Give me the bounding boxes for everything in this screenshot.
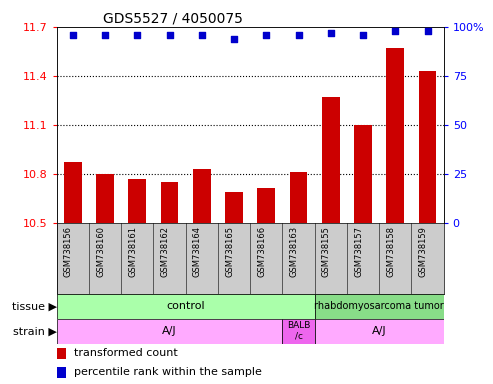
Text: percentile rank within the sample: percentile rank within the sample: [74, 367, 262, 377]
Text: transformed count: transformed count: [74, 348, 177, 358]
Point: [327, 30, 335, 36]
Bar: [57, 348, 66, 359]
Bar: [129, 179, 146, 223]
Bar: [57, 367, 66, 378]
Bar: [354, 125, 372, 223]
Point: [295, 31, 303, 38]
Bar: [315, 294, 444, 319]
Bar: [315, 319, 444, 344]
Bar: [161, 182, 178, 223]
Bar: [193, 169, 211, 223]
Text: GSM738156: GSM738156: [64, 226, 73, 277]
Text: GSM738162: GSM738162: [161, 226, 170, 277]
Text: GSM738159: GSM738159: [419, 226, 427, 277]
Point: [359, 31, 367, 38]
Text: GSM738155: GSM738155: [322, 226, 331, 277]
Text: control: control: [166, 301, 205, 311]
Text: A/J: A/J: [372, 326, 387, 336]
Text: GSM738160: GSM738160: [96, 226, 105, 277]
Point: [69, 31, 77, 38]
Point: [391, 28, 399, 34]
Text: BALB
/c: BALB /c: [287, 321, 310, 341]
Point: [230, 36, 238, 42]
Point: [198, 31, 206, 38]
Bar: [387, 48, 404, 223]
Text: GSM738157: GSM738157: [354, 226, 363, 277]
Bar: [290, 172, 308, 223]
Bar: [419, 71, 436, 223]
Bar: [322, 97, 340, 223]
Text: strain ▶: strain ▶: [13, 326, 57, 336]
Text: A/J: A/J: [162, 326, 177, 336]
Bar: [64, 162, 82, 223]
Bar: [282, 319, 315, 344]
Point: [423, 28, 431, 34]
Text: GSM738158: GSM738158: [387, 226, 395, 277]
Bar: [57, 294, 315, 319]
Text: GSM738164: GSM738164: [193, 226, 202, 277]
Text: GSM738165: GSM738165: [225, 226, 234, 277]
Point: [134, 31, 141, 38]
Bar: [96, 174, 114, 223]
Bar: [57, 319, 282, 344]
Point: [166, 31, 174, 38]
Point: [262, 31, 270, 38]
Text: GSM738163: GSM738163: [289, 226, 299, 277]
Text: GSM738161: GSM738161: [128, 226, 138, 277]
Text: rhabdomyosarcoma tumor: rhabdomyosarcoma tumor: [315, 301, 444, 311]
Point: [101, 31, 109, 38]
Text: tissue ▶: tissue ▶: [12, 301, 57, 311]
Text: GDS5527 / 4050075: GDS5527 / 4050075: [103, 12, 243, 26]
Bar: [257, 189, 275, 223]
Text: GSM738166: GSM738166: [257, 226, 266, 277]
Bar: [225, 192, 243, 223]
